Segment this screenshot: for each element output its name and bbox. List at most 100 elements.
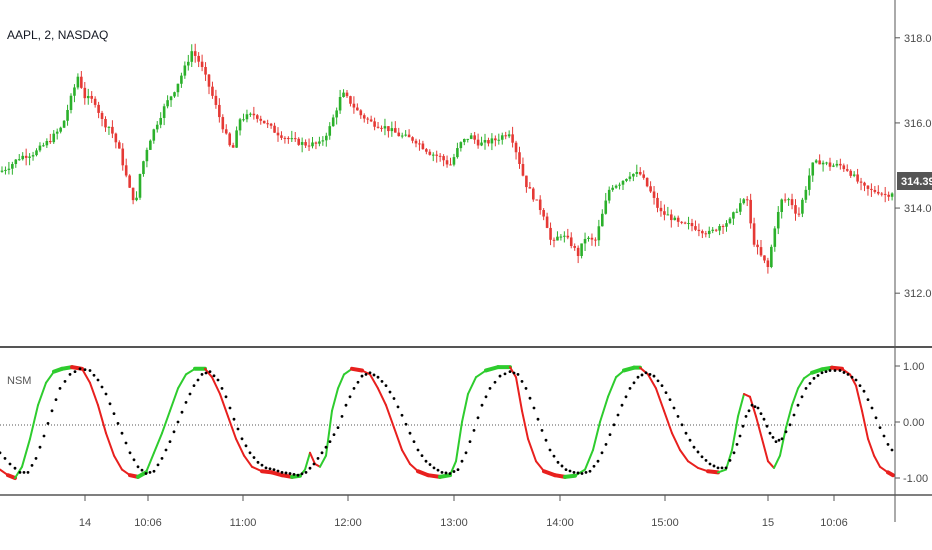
candle-body [349,96,352,104]
signal-dot [596,459,600,463]
oscillator-segment [319,454,327,468]
candle-body [563,235,566,237]
oscillator-segment [535,460,545,473]
candle-body [190,51,194,62]
signal-dot [476,416,480,420]
time-axis[interactable]: 14 10:06 11:00 12:00 13:00 14:00 15:00 15 10:06 [79,495,848,529]
signal-dot [284,471,288,475]
signal-dot [536,417,540,421]
signal-dot [232,417,236,421]
candle-body [732,212,735,219]
signal-dot [108,402,112,406]
signal-dot [528,396,532,400]
signal-dot [34,457,38,460]
candle-body [200,61,204,67]
signal-dot [512,371,516,375]
candle-body [121,148,125,166]
signal-dot [240,437,244,441]
candle-body [218,104,221,118]
signal-dot [400,413,404,417]
signal-dot [208,370,212,373]
oscillator-segment [475,369,487,379]
signal-dot [368,371,372,375]
candle-body [739,203,742,212]
candle-body [293,138,297,140]
candle-body [476,139,480,146]
candle-body [131,187,135,201]
indicator-pane[interactable]: NSM 1.00 0.00 -1.00 [0,361,928,485]
signal-dot [712,464,716,468]
candle-body [435,154,438,156]
candle-body [497,139,501,141]
candle-body [338,97,342,111]
candle-body [14,159,18,165]
price-candles [0,43,894,274]
signal-dot [738,434,742,438]
candle-body [656,197,659,208]
signal-dot [13,466,17,470]
candle-body [759,247,763,256]
candle-body [494,138,497,141]
oscillator-segment [169,387,179,412]
signal-dot [420,454,424,457]
price-y-axis[interactable]: 318.00 316.00 314.00 312.00 [895,33,932,300]
signal-dot [762,417,766,421]
signal-dot [676,415,680,418]
oscillator-segment [797,377,805,390]
oscillator-segment [679,449,689,463]
signal-dot [396,405,400,409]
oscillator-segment [717,468,727,474]
signal-dot [792,413,796,417]
current-price-tag-bg [897,172,932,190]
candle-body [870,188,873,190]
candle-body [97,104,100,113]
candle-body [80,76,83,88]
candle-body [528,187,532,189]
candle-body [86,95,90,99]
candle-body [832,165,835,167]
candle-body [628,176,632,179]
candle-body [376,126,380,128]
signal-dot [252,456,256,459]
oscillator-segment [29,404,39,440]
candle-body [718,226,721,231]
signal-dot [73,370,77,373]
candle-body [701,231,704,234]
candle-body [618,184,621,186]
price-pane[interactable]: AAPL, 2, NASDAQ 318.00 316.00 314.00 312.00… [0,28,932,300]
price-y-tick-label: 314.00 [904,203,932,215]
candle-body [676,217,680,222]
indicator-y-axis[interactable]: 1.00 0.00 -1.00 [895,361,928,485]
candle-body [83,87,87,99]
candle-body [256,115,259,119]
signal-dot [600,451,604,455]
candle-body [249,113,252,115]
candle-body [428,151,432,155]
candle-body [207,74,211,87]
candle-body [204,66,207,75]
signal-dot [732,451,736,455]
candle-body [504,135,507,137]
candle-body [369,119,373,122]
candle-body [166,100,169,107]
signal-dot [768,431,772,435]
candle-body [11,164,14,169]
candle-body [442,156,445,161]
signal-dot [348,395,352,399]
signal-dot [112,412,116,415]
candle-body [821,162,825,165]
signal-dot [78,367,82,371]
signal-dot [842,371,846,374]
oscillator-segment [105,432,115,457]
oscillator-segment [243,454,253,468]
candle-body [673,217,677,221]
candle-body [576,247,580,256]
signal-dot [765,424,769,428]
candle-body [566,235,570,238]
signal-dot [432,466,436,470]
candle-body [690,223,694,227]
signal-dot [200,373,204,376]
signal-dot [152,469,156,473]
oscillator-segment [655,387,665,412]
